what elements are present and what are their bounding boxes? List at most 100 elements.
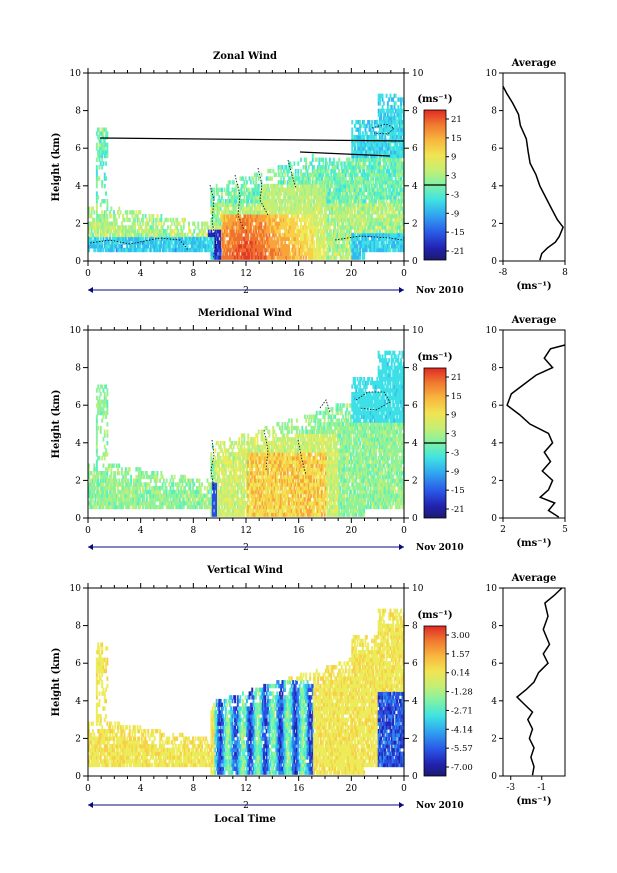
heatmap-cell <box>336 176 339 181</box>
heatmap-cell <box>88 467 90 472</box>
heatmap-cell <box>207 232 210 238</box>
heatmap-cell <box>139 467 142 472</box>
heatmap-cell <box>325 225 327 230</box>
heatmap-cell <box>381 157 384 162</box>
heatmap-cell <box>278 217 281 223</box>
heatmap-cell <box>313 229 316 234</box>
heatmap-cell <box>230 214 233 219</box>
heatmap-cell <box>268 176 271 181</box>
heatmap-cell <box>381 202 384 208</box>
heatmap-cell <box>355 168 358 174</box>
heatmap-cell <box>396 240 399 245</box>
heatmap-cell <box>277 221 280 226</box>
heatmap-cell <box>174 247 177 253</box>
heatmap-cell <box>228 240 231 245</box>
heatmap-cell <box>281 214 284 219</box>
heatmap-cell <box>347 240 350 245</box>
heatmap-cell <box>227 232 230 238</box>
heatmap-cell <box>277 225 280 230</box>
heatmap-cell <box>228 191 231 196</box>
heatmap-cell <box>102 131 105 136</box>
heatmap-cell <box>306 240 309 245</box>
heatmap-cell <box>109 229 112 234</box>
heatmap-cell <box>280 191 283 196</box>
heatmap-cell <box>352 187 355 193</box>
heatmap-cell <box>218 244 221 249</box>
heatmap-cell <box>111 221 114 226</box>
heatmap-cell <box>343 206 346 211</box>
heatmap-cell <box>396 112 399 117</box>
heatmap-cell <box>117 210 119 215</box>
heatmap-cell <box>272 214 275 219</box>
heatmap-cell <box>277 168 280 174</box>
heatmap-cell <box>364 161 367 166</box>
heatmap-cell <box>90 236 93 241</box>
heatmap-cell <box>142 471 144 476</box>
heatmap-cell <box>255 191 258 196</box>
heatmap-cell <box>113 210 115 215</box>
heatmap-cell <box>173 232 176 238</box>
heatmap-cell <box>278 165 281 170</box>
heatmap-cell <box>302 210 305 215</box>
heatmap-cell <box>163 232 165 238</box>
heatmap-cell <box>388 217 391 223</box>
heatmap-cell <box>315 172 318 177</box>
heatmap-cell <box>375 232 377 238</box>
heatmap-cell <box>122 229 125 234</box>
heatmap-cell <box>386 101 389 106</box>
heatmap-cell <box>348 247 351 253</box>
heatmap-cell <box>365 153 368 159</box>
heatmap-cell <box>359 210 362 215</box>
heatmap-cell <box>376 180 379 185</box>
heatmap-cell <box>221 225 223 230</box>
heatmap-cell <box>339 206 342 211</box>
heatmap-cell <box>290 247 293 253</box>
heatmap-cell <box>301 191 304 196</box>
heatmap-cell <box>303 221 306 226</box>
heatmap-cell <box>94 244 97 249</box>
heatmap-cell <box>319 232 322 238</box>
heatmap-cell <box>398 225 401 230</box>
heatmap-cell <box>379 225 381 230</box>
heatmap-cell <box>305 165 308 170</box>
heatmap-cell <box>379 172 381 177</box>
heatmap-cell <box>213 202 216 208</box>
heatmap-cell <box>268 202 271 208</box>
heatmap-cell <box>354 232 356 238</box>
heatmap-cell <box>336 187 339 193</box>
heatmap-cell <box>251 255 254 260</box>
heatmap-cell <box>103 172 106 177</box>
heatmap-cell <box>359 225 362 230</box>
heatmap-cell <box>310 161 313 166</box>
heatmap-cell <box>248 247 251 253</box>
heatmap-cell <box>364 127 367 132</box>
heatmap-cell <box>148 232 151 238</box>
heatmap-cell <box>322 229 325 234</box>
heatmap-cell <box>232 236 235 241</box>
heatmap-cell <box>114 244 117 249</box>
heatmap-cell <box>319 165 322 170</box>
heatmap-cell <box>328 157 331 162</box>
heatmap-cell <box>113 229 115 234</box>
heatmap-cell <box>271 247 273 253</box>
heatmap-cell <box>303 225 306 230</box>
heatmap-cell <box>290 191 293 196</box>
heatmap-cell <box>98 165 101 170</box>
heatmap-cell <box>260 199 263 204</box>
heatmap-cell <box>217 221 219 226</box>
heatmap-cell <box>306 180 309 185</box>
heatmap-cell <box>128 210 131 215</box>
heatmap-cell <box>388 183 391 189</box>
heatmap-cell <box>296 255 298 260</box>
heatmap-cell <box>214 229 217 234</box>
heatmap-cell <box>323 229 326 234</box>
heatmap-cell <box>332 157 335 162</box>
heatmap-cell <box>156 229 159 234</box>
heatmap-cell <box>290 176 293 181</box>
heatmap-cell <box>310 217 313 223</box>
heatmap-cell <box>310 221 313 226</box>
heatmap-cell <box>339 202 342 208</box>
colorbar-tick-label: 15 <box>451 134 462 144</box>
heatmap-cell <box>314 255 317 260</box>
heatmap-cell <box>310 251 313 256</box>
